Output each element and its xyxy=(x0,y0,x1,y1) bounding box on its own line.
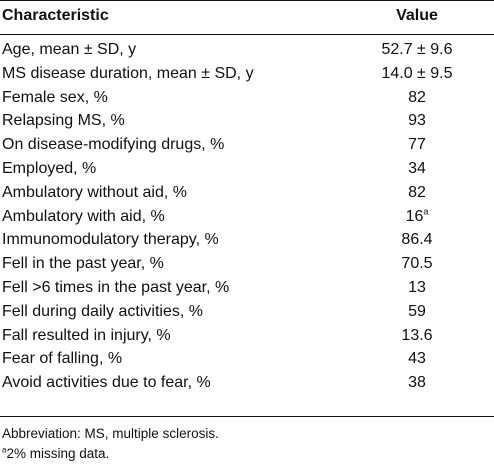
table-notes: Abbreviation: MS, multiple sclerosis. a2… xyxy=(2,424,219,464)
row-value: 13.6 xyxy=(342,324,492,348)
table-row: Fell during daily activities, % 59 xyxy=(0,300,494,324)
header-value: Value xyxy=(396,7,438,24)
row-value-text: 70.5 xyxy=(401,255,433,273)
table-row: Fall resulted in injury, % 13.6 xyxy=(0,324,494,348)
row-value: 59 xyxy=(342,300,492,324)
row-value-text: 77 xyxy=(408,136,426,154)
row-value-text: 86.4 xyxy=(401,231,433,249)
row-characteristic: Avoid activities due to fear, % xyxy=(2,374,211,392)
row-value-text: 38 xyxy=(408,374,426,392)
row-characteristic: MS disease duration, mean ± SD, y xyxy=(2,64,254,82)
row-characteristic: Fall resulted in injury, % xyxy=(2,326,171,344)
footnote-text: 2% missing data. xyxy=(6,446,110,461)
row-characteristic: On disease-modifying drugs, % xyxy=(2,136,225,154)
table-row: Fear of falling, % 43 xyxy=(0,347,494,371)
table-body: Age, mean ± SD, y 52.7 ± 9.6 MS disease du… xyxy=(0,38,494,395)
row-characteristic: Fell >6 times in the past year, % xyxy=(2,278,230,296)
row-value-text: 14.0 ± 9.5 xyxy=(381,64,453,82)
row-value: 77 xyxy=(342,133,492,157)
row-characteristic: Ambulatory without aid, % xyxy=(2,183,187,201)
row-characteristic: Employed, % xyxy=(2,159,97,177)
row-value-text: 13 xyxy=(408,278,426,296)
row-value-text: 82 xyxy=(408,183,426,201)
table-row: On disease-modifying drugs, % 77 xyxy=(0,133,494,157)
table-row: Fell >6 times in the past year, % 13 xyxy=(0,276,494,300)
footnote-mark: a xyxy=(2,445,7,455)
table-row: Ambulatory without aid, % 82 xyxy=(0,181,494,205)
row-value-text: 52.7 ± 9.6 xyxy=(381,41,453,58)
table-header: Characteristic Value xyxy=(0,7,494,31)
table-row: Age, mean ± SD, y 52.7 ± 9.6 xyxy=(0,38,494,62)
row-value: 82 xyxy=(342,181,492,205)
table-header-rule xyxy=(0,34,494,35)
table-top-rule xyxy=(0,0,494,1)
table-bottom-rule xyxy=(0,416,494,417)
row-value: 14.0 ± 9.5 xyxy=(342,62,492,86)
abbreviation-note: Abbreviation: MS, multiple sclerosis. xyxy=(2,426,219,441)
row-value: 82 xyxy=(342,86,492,110)
row-characteristic: Relapsing MS, % xyxy=(2,112,125,130)
table-row: Relapsing MS, % 93 xyxy=(0,109,494,133)
row-value-text: 43 xyxy=(408,350,426,368)
row-value: 16a xyxy=(342,205,492,229)
row-value: 13 xyxy=(342,276,492,300)
row-characteristic: Immunomodulatory therapy, % xyxy=(2,231,219,249)
row-value: 93 xyxy=(342,109,492,133)
row-characteristic: Fear of falling, % xyxy=(2,350,123,368)
table-row: MS disease duration, mean ± SD, y 14.0 ± … xyxy=(0,62,494,86)
footnote-a: a2% missing data. xyxy=(2,444,219,464)
row-characteristic: Fell in the past year, % xyxy=(2,255,164,273)
row-characteristic: Fell during daily activities, % xyxy=(2,302,203,320)
row-value-footnote-mark: a xyxy=(423,206,429,217)
row-value: 38 xyxy=(342,371,492,395)
table-row: Female sex, % 82 xyxy=(0,86,494,110)
table-row: Avoid activities due to fear, % 38 xyxy=(0,371,494,395)
row-value: 34 xyxy=(342,157,492,181)
row-value: 86.4 xyxy=(342,228,492,252)
row-characteristic: Age, mean ± SD, y xyxy=(2,41,137,58)
header-characteristic: Characteristic xyxy=(2,7,109,24)
row-characteristic: Ambulatory with aid, % xyxy=(2,207,165,225)
table-row: Immunomodulatory therapy, % 86.4 xyxy=(0,228,494,252)
row-value-text: 82 xyxy=(408,88,426,106)
table-row: Employed, % 34 xyxy=(0,157,494,181)
row-value-text: 59 xyxy=(408,302,426,320)
row-value-text: 93 xyxy=(408,112,426,130)
row-value-text: 34 xyxy=(408,159,426,177)
row-value: 43 xyxy=(342,347,492,371)
row-value: 52.7 ± 9.6 xyxy=(342,38,492,62)
table-row: Fell in the past year, % 70.5 xyxy=(0,252,494,276)
row-value-text: 16 xyxy=(405,207,424,225)
row-characteristic: Female sex, % xyxy=(2,88,108,106)
row-value: 70.5 xyxy=(342,252,492,276)
row-value-text: 13.6 xyxy=(401,326,433,344)
table-row: Ambulatory with aid, % 16a xyxy=(0,205,494,229)
